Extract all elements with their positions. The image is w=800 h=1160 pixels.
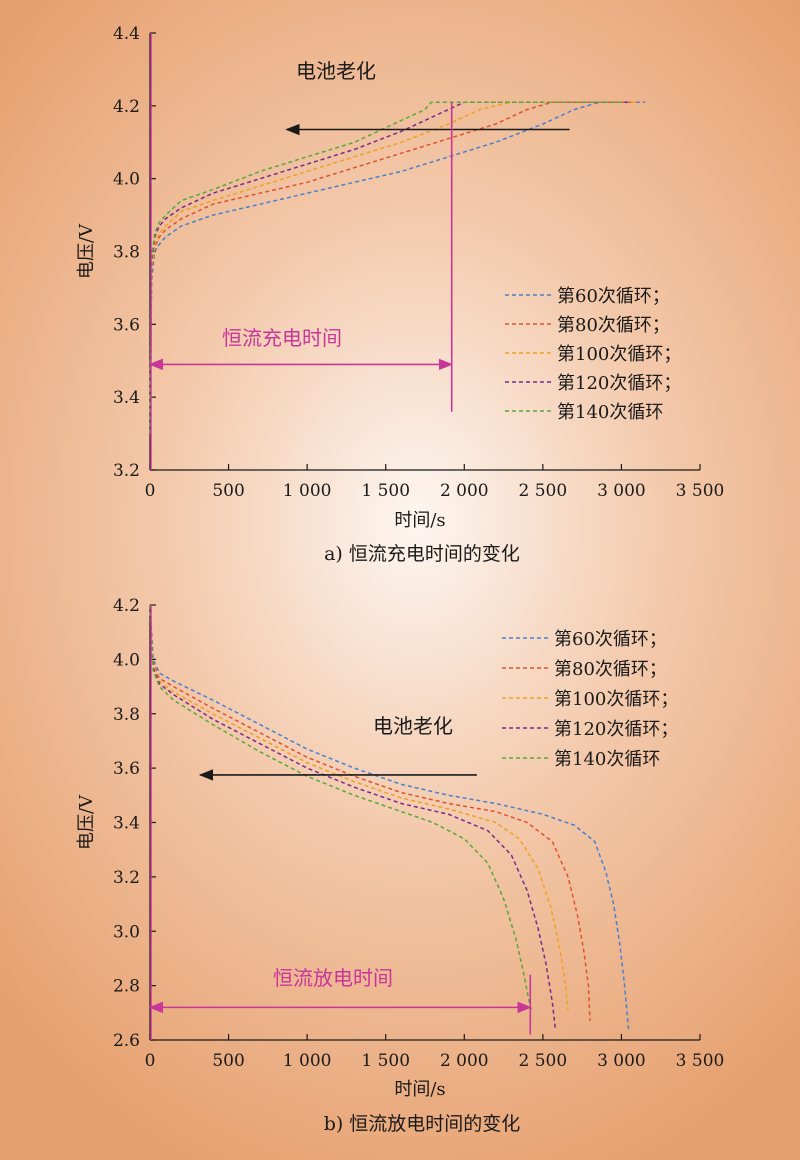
y-tick-label: 3.0 bbox=[113, 922, 140, 942]
discharge-chart: 0 500 1 000 1 500 2 000 2 500 3 000 3 500 2.6 2.8… bbox=[76, 596, 724, 1135]
chart-caption: a) 恒流充电时间的变化 bbox=[324, 543, 520, 565]
y-tick-label: 4.2 bbox=[113, 596, 140, 616]
y-tick-label: 4.2 bbox=[113, 97, 140, 117]
x-tick-label: 3 500 bbox=[676, 481, 725, 501]
x-tick-label: 3 000 bbox=[597, 1051, 646, 1071]
x-tick-label: 3 000 bbox=[597, 481, 646, 501]
x-tick-label: 2 000 bbox=[440, 1051, 489, 1071]
legend-label: 第140次循环 bbox=[557, 402, 663, 423]
legend-label: 第140次循环 bbox=[554, 749, 660, 770]
series-line-1 bbox=[149, 101, 645, 434]
aging-label: 电池老化 bbox=[296, 59, 376, 83]
legend-label: 第60次循环； bbox=[554, 629, 667, 650]
legend-label: 第100次循环； bbox=[554, 689, 678, 710]
y-tick-label: 2.8 bbox=[113, 977, 140, 997]
y-tick-label: 3.4 bbox=[113, 814, 140, 834]
y-tick-label: 4.0 bbox=[113, 170, 140, 190]
series-line-4 bbox=[149, 604, 557, 1030]
legend-label: 第60次循环； bbox=[557, 286, 670, 307]
x-tick-label: 1 000 bbox=[283, 1051, 332, 1071]
x-tick-label: 1 500 bbox=[361, 481, 410, 501]
x-tick-label: 3 500 bbox=[676, 1051, 725, 1071]
legend-label: 第120次循环； bbox=[554, 719, 678, 740]
legend-label: 第80次循环； bbox=[557, 315, 670, 336]
y-tick-label: 2.6 bbox=[113, 1031, 140, 1051]
series-line-2 bbox=[149, 604, 591, 1022]
x-tick-label: 2 500 bbox=[519, 1051, 568, 1071]
x-tick-label: 500 bbox=[212, 1051, 244, 1071]
x-tick-label: 1 500 bbox=[361, 1051, 410, 1071]
series-line-1 bbox=[149, 604, 630, 1030]
y-tick-label: 4.4 bbox=[113, 24, 140, 44]
duration-label: 恒流放电时间 bbox=[273, 966, 393, 990]
legend-label: 第80次循环； bbox=[554, 659, 667, 680]
y-tick-label: 4.0 bbox=[113, 650, 140, 670]
x-tick-label: 0 bbox=[145, 481, 156, 501]
x-tick-label: 2 500 bbox=[519, 481, 568, 501]
legend-label: 第100次循环； bbox=[557, 344, 681, 365]
x-tick-label: 0 bbox=[145, 1051, 156, 1071]
charge-chart: 0 500 1 000 1 500 2 000 2 500 3 000 3 500 3.2 3.4… bbox=[76, 24, 724, 565]
series-line-5 bbox=[149, 604, 533, 1013]
y-tick-label: 3.2 bbox=[113, 461, 140, 481]
x-tick-label: 2 000 bbox=[440, 481, 489, 501]
y-tick-label: 3.2 bbox=[113, 868, 140, 888]
x-tick-label: 500 bbox=[212, 481, 244, 501]
aging-label: 电池老化 bbox=[373, 714, 453, 738]
legend-label: 第120次循环； bbox=[557, 373, 681, 394]
series-line-3 bbox=[149, 604, 569, 1011]
y-axis-label: 电压/V bbox=[76, 794, 97, 850]
y-axis-label: 电压/V bbox=[76, 223, 97, 279]
chart-caption: b) 恒流放电时间的变化 bbox=[324, 1113, 521, 1135]
duration-label: 恒流充电时间 bbox=[222, 326, 342, 350]
x-axis-label: 时间/s bbox=[394, 1079, 445, 1100]
series-line-5 bbox=[149, 101, 622, 434]
y-tick-label: 3.6 bbox=[113, 315, 140, 335]
y-tick-label: 3.8 bbox=[113, 243, 140, 263]
y-tick-label: 3.8 bbox=[113, 705, 140, 725]
x-tick-label: 1 000 bbox=[283, 481, 332, 501]
series-line-3 bbox=[149, 101, 638, 434]
x-axis-label: 时间/s bbox=[394, 510, 445, 531]
y-tick-label: 3.6 bbox=[113, 759, 140, 779]
y-tick-label: 3.4 bbox=[113, 388, 140, 408]
series-line-2 bbox=[149, 101, 638, 434]
